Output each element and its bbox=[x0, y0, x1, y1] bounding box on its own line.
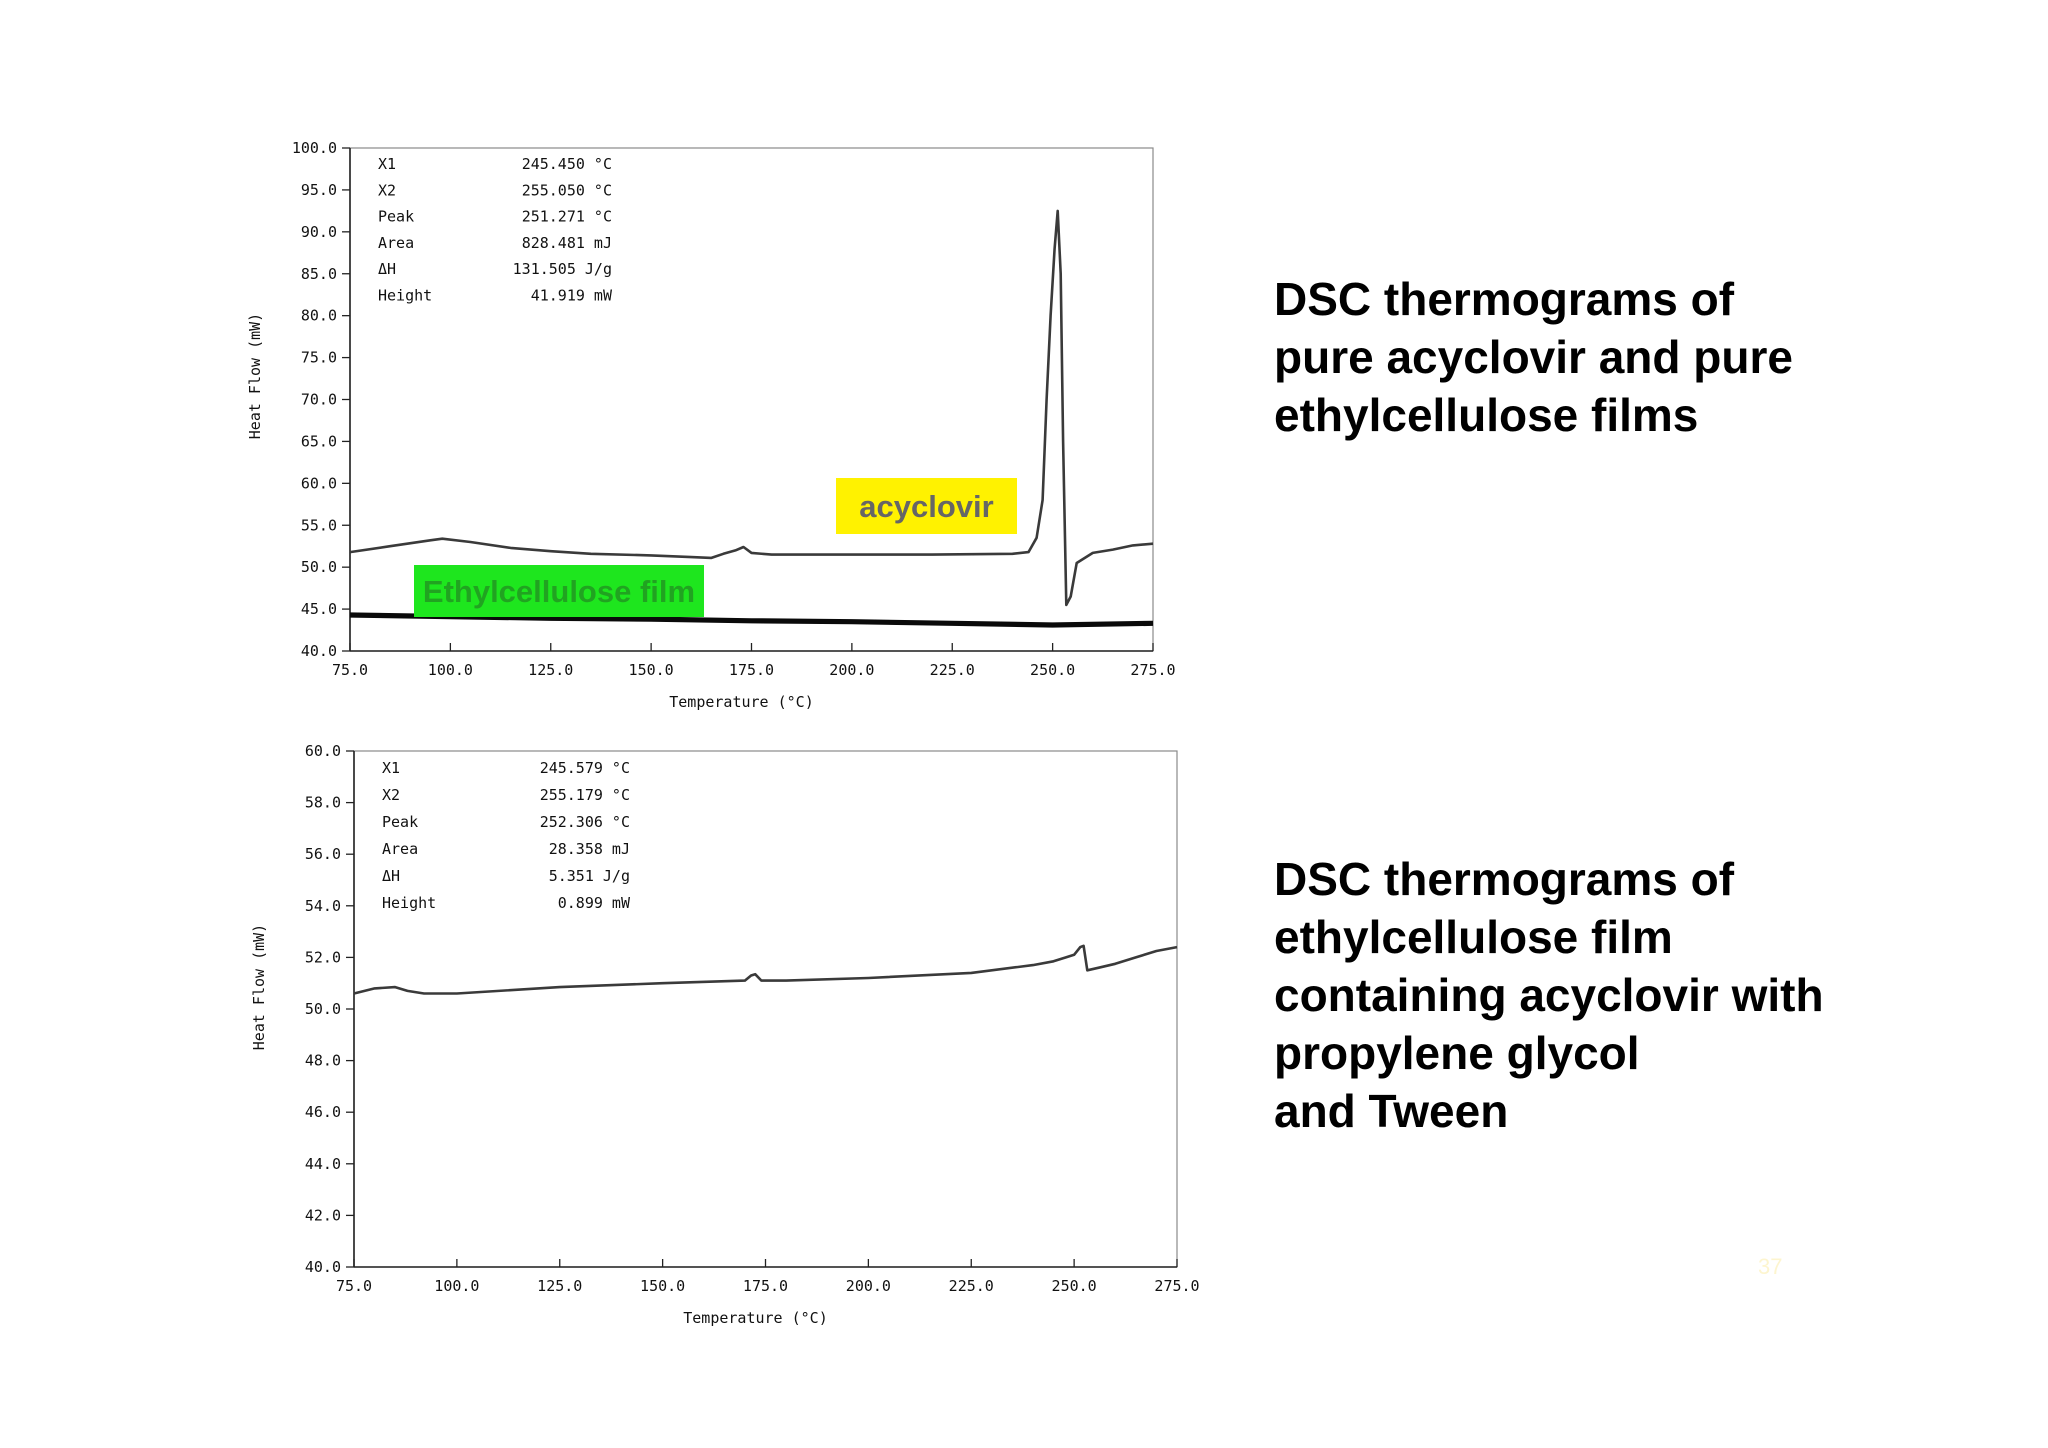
y-tick-label: 95.0 bbox=[301, 181, 337, 199]
info-label: X1 bbox=[382, 759, 400, 777]
x-tick-label: 150.0 bbox=[629, 661, 674, 679]
y-tick-label: 80.0 bbox=[301, 307, 337, 325]
info-value: 245.579 °C bbox=[540, 759, 630, 777]
info-value: 0.899 mW bbox=[558, 894, 631, 912]
x-tick-label: 150.0 bbox=[640, 1277, 685, 1295]
y-tick-label: 56.0 bbox=[305, 845, 341, 863]
info-value: 131.505 J/g bbox=[513, 260, 612, 278]
info-label: X1 bbox=[378, 155, 396, 173]
page-number: 37 bbox=[1758, 1254, 1783, 1279]
series-line-ethylcellulose-film bbox=[349, 612, 1154, 628]
x-tick-label: 100.0 bbox=[428, 661, 473, 679]
series-tag-ethylcellulose-film-box bbox=[414, 565, 704, 617]
x-tick-label: 75.0 bbox=[336, 1277, 372, 1295]
y-axis-label: Heat Flow (mW) bbox=[246, 313, 264, 439]
info-label: X2 bbox=[378, 181, 396, 199]
info-value: 255.050 °C bbox=[522, 181, 612, 199]
y-tick-label: 48.0 bbox=[305, 1052, 341, 1070]
series-tag-acyclovir: acyclovir bbox=[836, 478, 1017, 534]
info-label: Peak bbox=[378, 208, 414, 226]
chart-1: 100.0 95.0 90.0 85.0 80.0 75.0 70.0 65.0 60.0 55.… bbox=[246, 139, 1176, 711]
series-line-1 bbox=[353, 944, 1178, 995]
caption-bottom: DSC thermograms of ethylcellulose film c… bbox=[1274, 850, 1994, 1140]
x-tick-label: 250.0 bbox=[1052, 1277, 1097, 1295]
y-tick-label: 60.0 bbox=[301, 474, 337, 492]
info-label: Height bbox=[378, 287, 432, 305]
y-tick-label: 40.0 bbox=[305, 1258, 341, 1276]
x-tick-label: 250.0 bbox=[1030, 661, 1075, 679]
y-tick-label: 75.0 bbox=[301, 349, 337, 367]
x-axis-label: Temperature (°C) bbox=[683, 1309, 828, 1327]
series-line-acyclovir bbox=[349, 209, 1154, 607]
y-tick-label: 54.0 bbox=[305, 897, 341, 915]
caption-top-line-1: DSC thermograms of bbox=[1274, 273, 1735, 325]
info-label: Area bbox=[382, 840, 418, 858]
x-tick-label: 275.0 bbox=[1130, 661, 1175, 679]
caption-bottom-line-4: propylene glycol bbox=[1274, 1027, 1640, 1079]
x-axis-label: Temperature (°C) bbox=[669, 693, 814, 711]
info-value: 5.351 J/g bbox=[549, 867, 630, 885]
info-label: Area bbox=[378, 234, 414, 252]
x-tick-label: 200.0 bbox=[846, 1277, 891, 1295]
chart-2: 60.0 58.0 56.0 54.0 52.0 50.0 48.0 46.0 44.0 42.0… bbox=[250, 742, 1200, 1327]
y-tick-label: 46.0 bbox=[305, 1103, 341, 1121]
info-value: 41.919 mW bbox=[531, 287, 613, 305]
caption-top: DSC thermograms of pure acyclovir and pu… bbox=[1274, 270, 1994, 444]
caption-bottom-line-2: ethylcellulose film bbox=[1274, 911, 1673, 963]
y-tick-label: 70.0 bbox=[301, 391, 337, 409]
y-tick-label: 55.0 bbox=[301, 516, 337, 534]
y-tick-label: 52.0 bbox=[305, 948, 341, 966]
y-tick-label: 100.0 bbox=[292, 139, 337, 157]
info-label: ΔH bbox=[378, 260, 396, 278]
info-value: 828.481 mJ bbox=[522, 234, 612, 252]
y-tick-label: 58.0 bbox=[305, 794, 341, 812]
x-tick-label: 75.0 bbox=[332, 661, 368, 679]
x-tick-label: 225.0 bbox=[949, 1277, 994, 1295]
caption-bottom-line-3: containing acyclovir with bbox=[1274, 969, 1824, 1021]
dsc-charts: 100.0 95.0 90.0 85.0 80.0 75.0 70.0 65.0 60.0 55.… bbox=[246, 139, 1200, 1327]
info-label: ΔH bbox=[382, 867, 400, 885]
y-tick-label: 42.0 bbox=[305, 1206, 341, 1224]
caption-bottom-line-1: DSC thermograms of bbox=[1274, 853, 1735, 905]
info-label: X2 bbox=[382, 786, 400, 804]
x-tick-label: 275.0 bbox=[1154, 1277, 1199, 1295]
y-tick-label: 45.0 bbox=[301, 600, 337, 618]
series-tag-ethylcellulose-film: Ethylcellulose film bbox=[414, 565, 704, 617]
x-tick-label: 100.0 bbox=[434, 1277, 479, 1295]
info-label: Peak bbox=[382, 813, 418, 831]
y-tick-label: 44.0 bbox=[305, 1155, 341, 1173]
caption-top-line-3: ethylcellulose films bbox=[1274, 389, 1699, 441]
x-tick-label: 125.0 bbox=[537, 1277, 582, 1295]
info-value: 251.271 °C bbox=[522, 208, 612, 226]
x-tick-label: 225.0 bbox=[930, 661, 975, 679]
y-tick-label: 85.0 bbox=[301, 265, 337, 283]
x-tick-label: 125.0 bbox=[528, 661, 573, 679]
info-value: 255.179 °C bbox=[540, 786, 630, 804]
series-tag-acyclovir-box bbox=[836, 478, 1017, 534]
x-tick-label: 175.0 bbox=[729, 661, 774, 679]
x-tick-label: 175.0 bbox=[743, 1277, 788, 1295]
info-value: 28.358 mJ bbox=[549, 840, 630, 858]
info-label: Height bbox=[382, 894, 436, 912]
y-tick-label: 90.0 bbox=[301, 223, 337, 241]
plot-frame bbox=[353, 750, 1178, 1268]
y-tick-label: 40.0 bbox=[301, 642, 337, 660]
y-tick-label: 60.0 bbox=[305, 742, 341, 760]
info-value: 245.450 °C bbox=[522, 155, 612, 173]
series-tag-ethylcellulose-film-label: Ethylcellulose film bbox=[423, 574, 695, 609]
y-tick-label: 65.0 bbox=[301, 432, 337, 450]
y-tick-label: 50.0 bbox=[301, 558, 337, 576]
y-axis-label: Heat Flow (mW) bbox=[250, 924, 268, 1050]
series-tag-acyclovir-label: acyclovir bbox=[859, 489, 993, 524]
caption-bottom-line-5: and Tween bbox=[1274, 1085, 1509, 1137]
x-tick-label: 200.0 bbox=[829, 661, 874, 679]
y-tick-label: 50.0 bbox=[305, 1000, 341, 1018]
info-value: 252.306 °C bbox=[540, 813, 630, 831]
caption-top-line-2: pure acyclovir and pure bbox=[1274, 331, 1793, 383]
